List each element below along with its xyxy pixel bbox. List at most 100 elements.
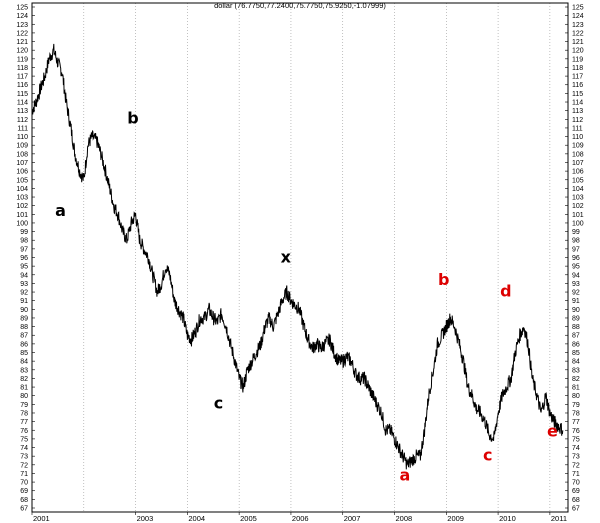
wave-label: c	[214, 394, 223, 413]
series-line	[31, 43, 564, 470]
wave-label: a	[55, 201, 66, 220]
y-tick-label-right: 76	[572, 428, 580, 435]
y-tick-label-right: 95	[572, 264, 580, 271]
wave-labels: a b c x a b c d e	[55, 109, 558, 485]
y-tick-label-right: 68	[572, 497, 580, 504]
y-tick-label-left: 109	[16, 143, 28, 150]
y-tick-label-right: 125	[572, 5, 584, 12]
plot-frame	[31, 2, 569, 513]
y-tick-label-left: 90	[20, 307, 28, 314]
y-tick-label-right: 84	[572, 359, 580, 366]
y-tick-label-right: 120	[572, 48, 584, 55]
wave-label: a	[399, 465, 410, 484]
y-tick-label-left: 106	[16, 169, 28, 176]
y-tick-label-left: 103	[16, 195, 28, 202]
y-tick-label-right: 92	[572, 290, 580, 297]
wave-label: b	[127, 109, 138, 128]
y-tick-label-right: 72	[572, 462, 580, 469]
y-tick-label-right: 93	[572, 281, 580, 288]
y-tick-label-left: 84	[20, 359, 28, 366]
x-tick-label: 2011	[551, 514, 567, 523]
y-tick-label-left: 87	[20, 333, 28, 340]
y-tick-label-right: 69	[572, 488, 580, 495]
wave-label: c	[483, 445, 492, 464]
x-tick-label: 2001	[33, 514, 50, 523]
y-tick-label-left: 88	[20, 324, 28, 331]
y-tick-label-left: 110	[17, 134, 28, 141]
y-tick-label-right: 106	[572, 169, 584, 176]
y-tick-label-left: 73	[20, 454, 28, 461]
y-tick-label-left: 99	[20, 229, 28, 236]
y-tick-label-right: 112	[572, 117, 583, 124]
y-tick-label-right: 100	[572, 220, 584, 227]
y-tick-label-right: 89	[572, 315, 580, 322]
y-tick-label-left: 104	[16, 186, 28, 193]
y-tick-label-left: 80	[20, 393, 28, 400]
y-tick-label-left: 82	[20, 376, 28, 383]
y-tick-label-left: 116	[17, 82, 28, 89]
y-tick-label-left: 107	[16, 160, 28, 167]
y-tick-label-right: 123	[572, 22, 584, 29]
y-tick-label-right: 96	[572, 255, 580, 262]
y-tick-label-left: 96	[20, 255, 28, 262]
y-tick-label-right: 83	[572, 367, 580, 374]
y-tick-label-left: 100	[16, 220, 28, 227]
wave-label: e	[547, 421, 558, 440]
y-tick-label-left: 111	[17, 125, 28, 132]
y-tick-label-left: 114	[17, 100, 28, 107]
y-tick-label-left: 91	[20, 298, 28, 305]
y-tick-label-right: 111	[572, 125, 583, 132]
y-tick-label-right: 101	[572, 212, 584, 219]
y-tick-label-right: 78	[572, 410, 580, 417]
y-tick-label-right: 124	[572, 13, 584, 20]
y-tick-label-right: 71	[572, 471, 580, 478]
y-tick-label-right: 122	[572, 30, 584, 37]
y-tick-label-right: 116	[572, 82, 583, 89]
y-tick-label-left: 86	[20, 341, 28, 348]
y-tick-label-left: 95	[20, 264, 28, 271]
y-tick-label-left: 121	[16, 39, 28, 46]
y-tick-label-left: 72	[20, 462, 28, 469]
y-tick-label-right: 73	[572, 454, 580, 461]
y-tick-label-left: 123	[16, 22, 28, 29]
y-tick-label-right: 103	[572, 195, 584, 202]
y-tick-label-right: 105	[572, 177, 584, 184]
wave-label: b	[438, 270, 449, 289]
y-tick-label-right: 88	[572, 324, 580, 331]
y-tick-label-right: 108	[572, 151, 584, 158]
y-tick-label-right: 74	[572, 445, 580, 452]
chart-title: dollar (76.7750,77.2400,75.7750,75.9250,…	[214, 1, 386, 10]
y-tick-label-left: 94	[20, 272, 28, 279]
y-tick-label-left: 117	[17, 74, 28, 81]
y-tick-label-left: 97	[20, 246, 28, 253]
x-tick-label: 2003	[137, 514, 154, 523]
y-tick-label-left: 74	[20, 445, 28, 452]
y-tick-label-right: 79	[572, 402, 580, 409]
y-tick-label-right: 99	[572, 229, 580, 236]
y-tick-label-left: 93	[20, 281, 28, 288]
y-tick-label-left: 78	[20, 410, 28, 417]
x-axis: 2001 2003 2004 2005 2006 2007 2008 2009 2010 2011	[31, 512, 567, 523]
y-tick-label-right: 81	[572, 385, 580, 392]
y-tick-label-right: 115	[572, 91, 583, 98]
y-tick-label-left: 70	[20, 480, 28, 487]
y-tick-label-left: 68	[20, 497, 28, 504]
y-tick-label-right: 87	[572, 333, 580, 340]
y-tick-label-left: 69	[20, 488, 28, 495]
y-tick-label-right: 107	[572, 160, 584, 167]
y-tick-label-left: 75	[20, 436, 28, 443]
y-tick-label-right: 97	[572, 246, 580, 253]
y-tick-label-left: 76	[20, 428, 28, 435]
y-tick-label-left: 108	[16, 151, 28, 158]
y-tick-label-right: 75	[572, 436, 580, 443]
y-tick-label-right: 80	[572, 393, 580, 400]
x-tick-label: 2009	[447, 514, 464, 523]
y-tick-label-right: 114	[572, 100, 583, 107]
wave-label: d	[500, 281, 511, 300]
y-tick-label-left: 113	[17, 108, 28, 115]
x-tick-label: 2007	[344, 514, 361, 523]
y-tick-label-right: 118	[572, 65, 583, 72]
y-tick-label-left: 81	[20, 385, 28, 392]
